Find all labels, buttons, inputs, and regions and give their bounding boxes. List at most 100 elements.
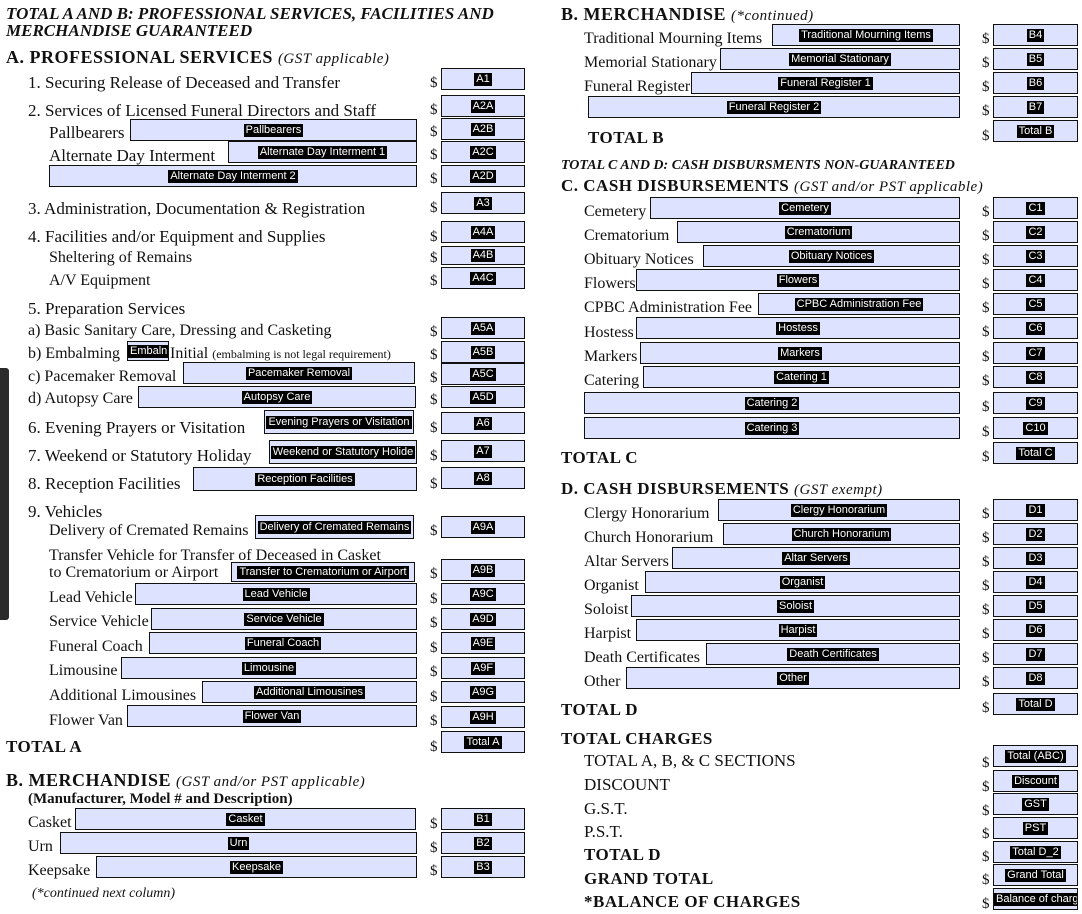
side-panel-handle[interactable] [0,368,9,620]
field-service[interactable]: Service Vehicle [151,608,417,630]
field-a9h[interactable]: A9H [441,706,525,728]
field-d7[interactable]: D7 [993,643,1078,665]
field-death[interactable]: Death Certificates [706,643,960,665]
field-b6[interactable]: B6 [993,72,1078,94]
field-total-abc[interactable]: Total (ABC) [993,745,1078,767]
field-a4a[interactable]: A4A [441,221,525,243]
field-flowers[interactable]: Flowers [636,269,960,291]
field-catering-1[interactable]: Catering 1 [643,366,960,388]
field-c3[interactable]: C3 [993,245,1078,267]
field-total-c[interactable]: Total C [993,442,1078,464]
field-a5d[interactable]: A5D [441,386,525,408]
field-a9d[interactable]: A9D [441,608,525,630]
field-casket[interactable]: Casket [75,808,416,830]
field-c4[interactable]: C4 [993,269,1078,291]
field-d1[interactable]: D1 [993,499,1078,521]
field-c2[interactable]: C2 [993,221,1078,243]
field-grand-total[interactable]: Grand Total [993,864,1078,886]
field-weekend[interactable]: Weekend or Statutory Holide [269,440,417,464]
field-alt-day-2[interactable]: Alternate Day Interment 2 [49,165,417,187]
field-funreg-2[interactable]: Funeral Register 2 [588,96,960,118]
field-c1[interactable]: C1 [993,197,1078,219]
field-obituary[interactable]: Obituary Notices [703,245,960,267]
field-flower-van[interactable]: Flower Van [127,705,417,727]
field-a5b[interactable]: A5B [441,341,525,363]
field-memstat[interactable]: Memorial Stationary [720,48,960,70]
field-clergy[interactable]: Clergy Honorarium [718,499,960,521]
field-a9f[interactable]: A9F [441,657,525,679]
field-reception[interactable]: Reception Facilities [193,467,417,491]
field-coach[interactable]: Funeral Coach [149,632,417,654]
field-altar[interactable]: Altar Servers [672,547,960,569]
field-urn[interactable]: Urn [60,832,417,854]
field-a9b[interactable]: A9B [441,559,525,581]
field-a4b[interactable]: A4B [441,246,525,265]
field-a3[interactable]: A3 [441,192,525,214]
field-a5c[interactable]: A5C [441,363,525,385]
field-pacemaker[interactable]: Pacemaker Removal [183,362,415,384]
field-pallbearers[interactable]: Pallbearers [130,119,417,141]
field-b7[interactable]: B7 [993,96,1078,118]
field-c7[interactable]: C7 [993,342,1078,364]
field-discount[interactable]: Discount [993,770,1078,792]
field-transfer[interactable]: Transfer to Crematorium or Airport [231,562,415,582]
field-a6[interactable]: A6 [441,412,525,434]
field-d2[interactable]: D2 [993,523,1078,545]
field-catering-2[interactable]: Catering 2 [584,392,960,414]
field-catering-3[interactable]: Catering 3 [584,417,960,439]
field-d4[interactable]: D4 [993,571,1078,593]
field-cemetery[interactable]: Cemetery [650,197,960,219]
field-other[interactable]: Other [626,667,960,689]
field-total-d2[interactable]: Total D_2 [993,841,1078,863]
field-d5[interactable]: D5 [993,595,1078,617]
field-a2c[interactable]: A2C [441,141,525,163]
field-addlimo[interactable]: Additional Limousines [202,681,417,703]
field-c10[interactable]: C10 [993,417,1078,439]
field-trad[interactable]: Traditional Mourning Items [772,24,960,46]
field-a1[interactable]: A1 [441,68,525,90]
field-a4c[interactable]: A4C [441,267,525,289]
field-gst[interactable]: GST [993,793,1078,815]
field-c5[interactable]: C5 [993,293,1078,315]
field-a2d[interactable]: A2D [441,165,525,187]
field-b5[interactable]: B5 [993,48,1078,70]
field-lead[interactable]: Lead Vehicle [135,583,417,605]
field-hostess[interactable]: Hostess [636,317,960,339]
field-total-b[interactable]: Total B [993,120,1078,142]
field-a2b[interactable]: A2B [441,118,525,140]
field-autopsy[interactable]: Autopsy Care [138,386,416,408]
field-delivery[interactable]: Delivery of Cremated Remains [255,515,414,539]
field-organist[interactable]: Organist [645,571,960,593]
field-d3[interactable]: D3 [993,547,1078,569]
field-funreg-1[interactable]: Funeral Register 1 [691,72,960,94]
field-a9a[interactable]: A9A [441,516,525,538]
field-alt-day-1[interactable]: Alternate Day Interment 1 [228,141,417,163]
field-b2[interactable]: B2 [441,832,525,854]
field-embalm-initial[interactable]: Embaln [127,341,169,361]
field-pst[interactable]: PST [993,817,1078,839]
field-c9[interactable]: C9 [993,392,1078,414]
field-d8[interactable]: D8 [993,667,1078,689]
field-limo[interactable]: Limousine [121,657,417,679]
field-a9g[interactable]: A9G [441,681,525,703]
field-crematorium[interactable]: Crematorium [677,221,960,243]
field-balance[interactable]: Balance of charg [993,888,1078,910]
field-a9c[interactable]: A9C [441,583,525,605]
field-church[interactable]: Church Honorarium [723,523,960,545]
field-d6[interactable]: D6 [993,619,1078,641]
field-a7[interactable]: A7 [441,440,525,462]
field-c8[interactable]: C8 [993,366,1078,388]
field-b3[interactable]: B3 [441,856,525,878]
field-markers[interactable]: Markers [640,342,960,364]
field-a5a[interactable]: A5A [441,317,525,339]
field-a9e[interactable]: A9E [441,632,525,654]
field-cpbc[interactable]: CPBC Administration Fee [758,293,960,315]
field-soloist[interactable]: Soloist [631,595,960,617]
field-b4[interactable]: B4 [993,24,1078,46]
field-c6[interactable]: C6 [993,317,1078,339]
field-b1[interactable]: B1 [441,808,525,830]
field-a2a[interactable]: A2A [441,95,525,117]
field-total-d[interactable]: Total D [993,693,1078,715]
field-keepsake[interactable]: Keepsake [96,856,417,878]
field-total-a[interactable]: Total A [441,731,525,753]
